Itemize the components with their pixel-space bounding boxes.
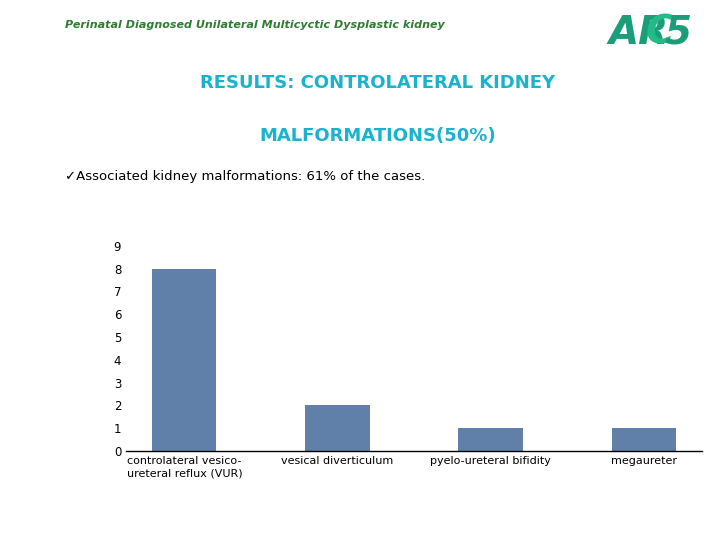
Bar bbox=[459, 428, 523, 451]
Bar bbox=[611, 428, 676, 451]
Text: RESULTS: CONTROLATERAL KIDNEY: RESULTS: CONTROLATERAL KIDNEY bbox=[200, 74, 556, 92]
Text: C: C bbox=[646, 14, 675, 51]
Text: MALFORMATIONS(50%): MALFORMATIONS(50%) bbox=[260, 127, 496, 145]
Text: Perinatal Diagnosed Unilateral Multicyctic Dysplastic kidney: Perinatal Diagnosed Unilateral Multicyct… bbox=[65, 20, 444, 30]
Bar bbox=[305, 406, 369, 451]
Text: ✓Associated kidney malformations: 61% of the cases.: ✓Associated kidney malformations: 61% of… bbox=[65, 170, 425, 183]
Text: 5: 5 bbox=[665, 14, 692, 51]
Text: AR: AR bbox=[608, 14, 668, 51]
Bar bbox=[152, 268, 217, 451]
